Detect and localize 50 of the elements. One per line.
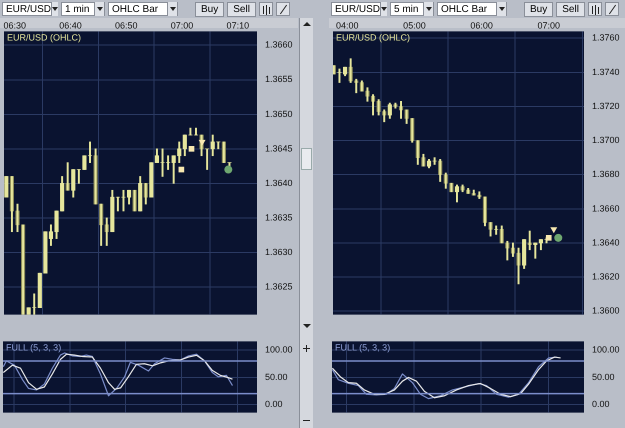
y-tick-label: 1.3655 [265,74,293,84]
text: EUR/USD [335,4,380,14]
y-tick-label: 1.3600 [592,306,620,316]
text: 1 min [65,4,90,14]
chart-title: EUR/USD (OHLC) [7,32,82,42]
y-tick-label: 1.3650 [265,108,293,119]
y-tick-label: 50.00 [592,372,615,382]
text: OHLC Bar [112,4,158,14]
y-tick-label: 1.3660 [592,203,620,214]
y-tick-label: 1.3720 [592,100,620,111]
x-tick-label: 06:00 [470,20,493,30]
y-tick-label: 0.00 [265,398,283,409]
point [188,146,194,152]
x-tick-label: 05:00 [403,20,426,30]
x-tick-label: 06:30 [3,20,26,30]
text: OHLC Bar [441,4,488,14]
y-tick-label: 1.3700 [592,135,620,146]
y-tick-label: 1.3630 [265,246,293,257]
y-tick-label: 100.00 [265,344,293,355]
y-tick-label: 1.3635 [265,212,293,222]
y-tick-label: 1.3760 [592,32,620,43]
text: Sell [556,2,585,16]
x-tick-label: 07:10 [226,20,250,30]
y-tick-label: 1.3640 [592,237,620,248]
x-tick-label: 06:40 [59,20,82,30]
x-tick-label: 07:00 [170,20,194,30]
text: Buy [524,2,554,16]
point [198,140,206,146]
chart-title: FULL (5, 3, 3) [6,342,62,352]
y-tick-label: 1.3660 [265,40,293,50]
point [178,166,184,172]
y-tick-label: 50.00 [265,372,288,382]
text: EUR/USD [6,4,52,14]
text: Sell [227,2,256,16]
y-tick-label: 0.00 [592,398,610,409]
text: Buy [195,2,224,16]
text: 5 min [394,4,418,14]
x-tick-label: 07:00 [537,20,560,30]
x-tick-label: 06:50 [114,20,138,30]
y-tick-label: 1.3680 [592,169,620,180]
point [224,166,232,174]
chart-title: EUR/USD (OHLC) [336,32,410,42]
y-tick-label: 1.3640 [265,178,293,188]
y-tick-label: 1.3620 [592,272,620,282]
y-tick-label: 1.3740 [592,66,620,77]
x-tick-label: 04:00 [336,20,359,30]
y-tick-label: 1.3645 [265,143,293,154]
y-tick-label: 1.3625 [265,281,293,292]
y-tick-label: 100.00 [592,344,620,355]
chart-title: FULL (5, 3, 3) [335,342,390,352]
